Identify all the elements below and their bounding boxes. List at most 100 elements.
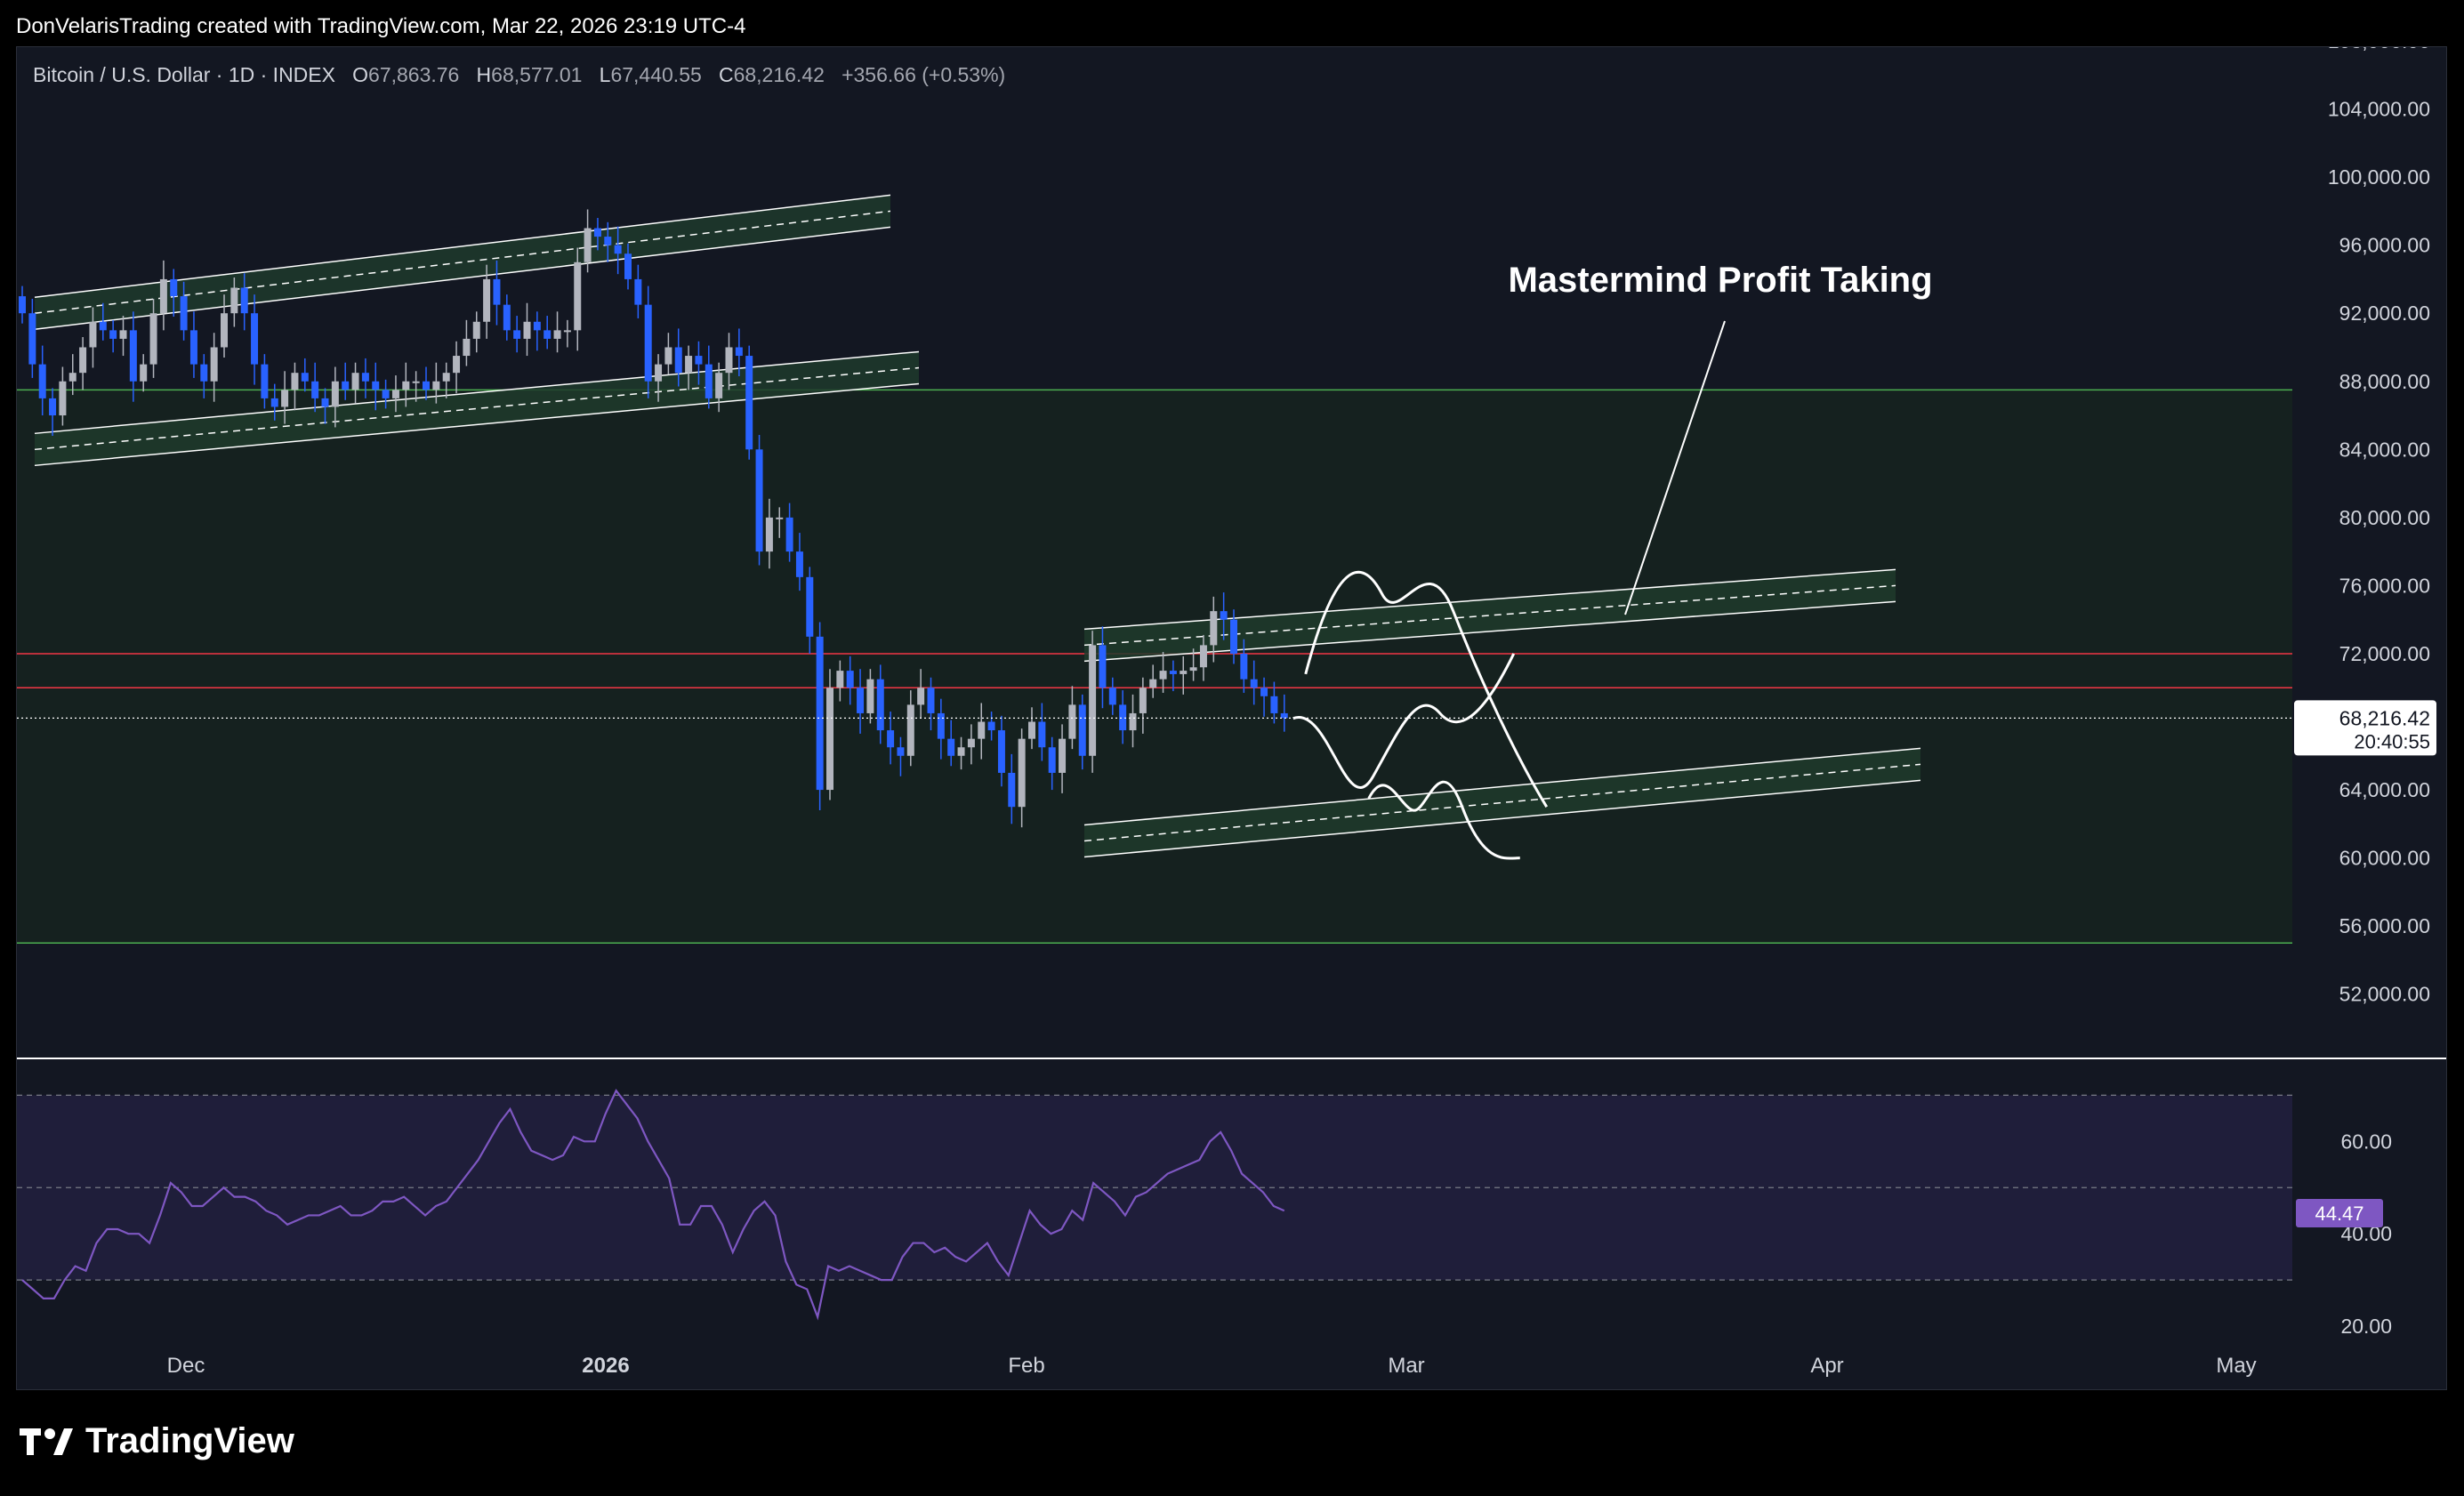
lower-channel-bottom-bottom-edge: [1083, 779, 1921, 858]
candle-body: [1149, 679, 1157, 688]
candle-body: [553, 330, 561, 339]
candle-body: [1018, 738, 1026, 808]
y-axis-tick-label: 56,000.00: [2339, 914, 2430, 937]
rsi-value-box: [2296, 1198, 2383, 1227]
tradingview-logo-icon: [20, 1428, 73, 1455]
candle-body: [846, 671, 854, 688]
candle-body: [857, 688, 865, 713]
candle-body: [655, 364, 663, 382]
candle-body: [331, 381, 339, 407]
candle-body: [776, 517, 784, 519]
tradingview-brand: TradingView: [85, 1421, 294, 1460]
candle-body: [291, 373, 299, 390]
candle-body: [1270, 696, 1278, 713]
upper-channel-top: [34, 194, 891, 330]
candle-body: [503, 304, 511, 331]
upper-channel-top-bottom-edge: [34, 226, 891, 330]
x-axis-tick-label: 2026: [582, 1354, 629, 1378]
candle-body: [129, 330, 137, 382]
candle-body: [593, 228, 601, 237]
candle-body: [423, 381, 430, 390]
projection-path-up: [1304, 570, 1549, 808]
y-axis-tick-label: 96,000.00: [2339, 234, 2430, 257]
change-value: +356.66 (+0.53%): [841, 63, 1006, 86]
chart-frame[interactable]: Mastermind Profit Taking 108,000.00 104,00…: [16, 46, 2447, 1390]
candle-body: [1068, 704, 1076, 739]
candle-body: [866, 679, 874, 713]
candle-body: [937, 712, 945, 739]
candle-body: [735, 347, 743, 357]
candle-body: [1180, 671, 1188, 674]
candle-body: [1048, 747, 1056, 773]
candle-body: [382, 390, 390, 398]
y-axis-tick-label: 80,000.00: [2339, 506, 2430, 529]
lower-channel-top: [1083, 568, 1896, 663]
candle-body: [695, 356, 703, 365]
candle-body: [795, 551, 803, 577]
candle-body: [270, 398, 278, 407]
candle-body: [281, 390, 289, 407]
candle-body: [674, 347, 682, 374]
upper-channel-top-fill: [35, 195, 890, 330]
close-label: C: [718, 63, 734, 86]
candle-body: [432, 381, 440, 390]
candle-body: [68, 373, 76, 382]
candle-body: [1230, 619, 1237, 654]
candle-body: [140, 364, 148, 382]
candle-body: [1260, 688, 1268, 696]
candle-body: [563, 330, 571, 333]
candle-body: [513, 330, 521, 339]
y-axis-tick-label: 76,000.00: [2339, 574, 2430, 597]
candle-body: [200, 364, 208, 382]
candle-body: [391, 390, 399, 398]
lower-channel-top-bottom-edge: [1083, 600, 1896, 663]
candle-body: [261, 364, 269, 398]
lower-channel-bottom-mid-dashed: [1083, 763, 1921, 842]
bar-countdown-label: 20:40:55: [2354, 730, 2430, 752]
candle-body: [967, 738, 975, 748]
rsi-line: [21, 1089, 1285, 1321]
candle-body: [997, 730, 1005, 773]
candle-body: [1159, 671, 1167, 680]
x-axis-tick-label: May: [2216, 1354, 2256, 1378]
candle-body: [987, 721, 995, 731]
tradingview-logo[interactable]: TradingView: [20, 1421, 294, 1461]
candle-body: [372, 381, 380, 390]
candle-body: [453, 356, 461, 374]
candle-body: [1189, 667, 1197, 672]
candle-body: [876, 679, 884, 731]
lower-channel-top-fill: [1084, 569, 1896, 662]
candle-body: [442, 373, 450, 382]
candle-body: [311, 381, 319, 398]
candle-body: [1220, 611, 1228, 620]
candle-body: [836, 671, 844, 688]
candle-body: [79, 347, 87, 374]
candle-body: [321, 398, 329, 407]
candle-body: [28, 313, 36, 365]
candle-body: [109, 330, 117, 339]
projection-path-down: [1367, 780, 1520, 860]
close-value: 68,216.42: [733, 63, 825, 86]
candle-body: [806, 576, 814, 637]
candle-body: [957, 747, 965, 756]
candle-body: [1059, 738, 1067, 773]
x-axis-tick-label: Mar: [1388, 1354, 1424, 1378]
candle-body: [119, 330, 127, 339]
projection-path-middle: [1292, 653, 1516, 789]
symbol-title: Bitcoin / U.S. Dollar · 1D · INDEX: [33, 63, 335, 86]
candle-body: [1099, 645, 1107, 688]
candle-body: [251, 313, 259, 365]
upper-channel-top-mid-dashed: [34, 210, 891, 314]
candle-body: [715, 373, 723, 398]
candle-body: [765, 517, 773, 552]
rsi-axis-tick-label: 20.00: [2340, 1315, 2392, 1338]
candle-body: [614, 245, 622, 254]
candle-body: [1280, 712, 1288, 719]
price-chart-svg[interactable]: Mastermind Profit Taking 108,000.00 104,00…: [17, 47, 2446, 1389]
candle-body: [745, 356, 753, 450]
ohlc-legend: Bitcoin / U.S. Dollar · 1D · INDEX O67,8…: [33, 63, 1005, 87]
candle-body: [604, 237, 612, 245]
candle-body: [301, 373, 309, 382]
chart-header-text: DonVelarisTrading created with TradingVi…: [16, 14, 746, 38]
upper-channel-bottom-mid-dashed: [34, 366, 920, 451]
